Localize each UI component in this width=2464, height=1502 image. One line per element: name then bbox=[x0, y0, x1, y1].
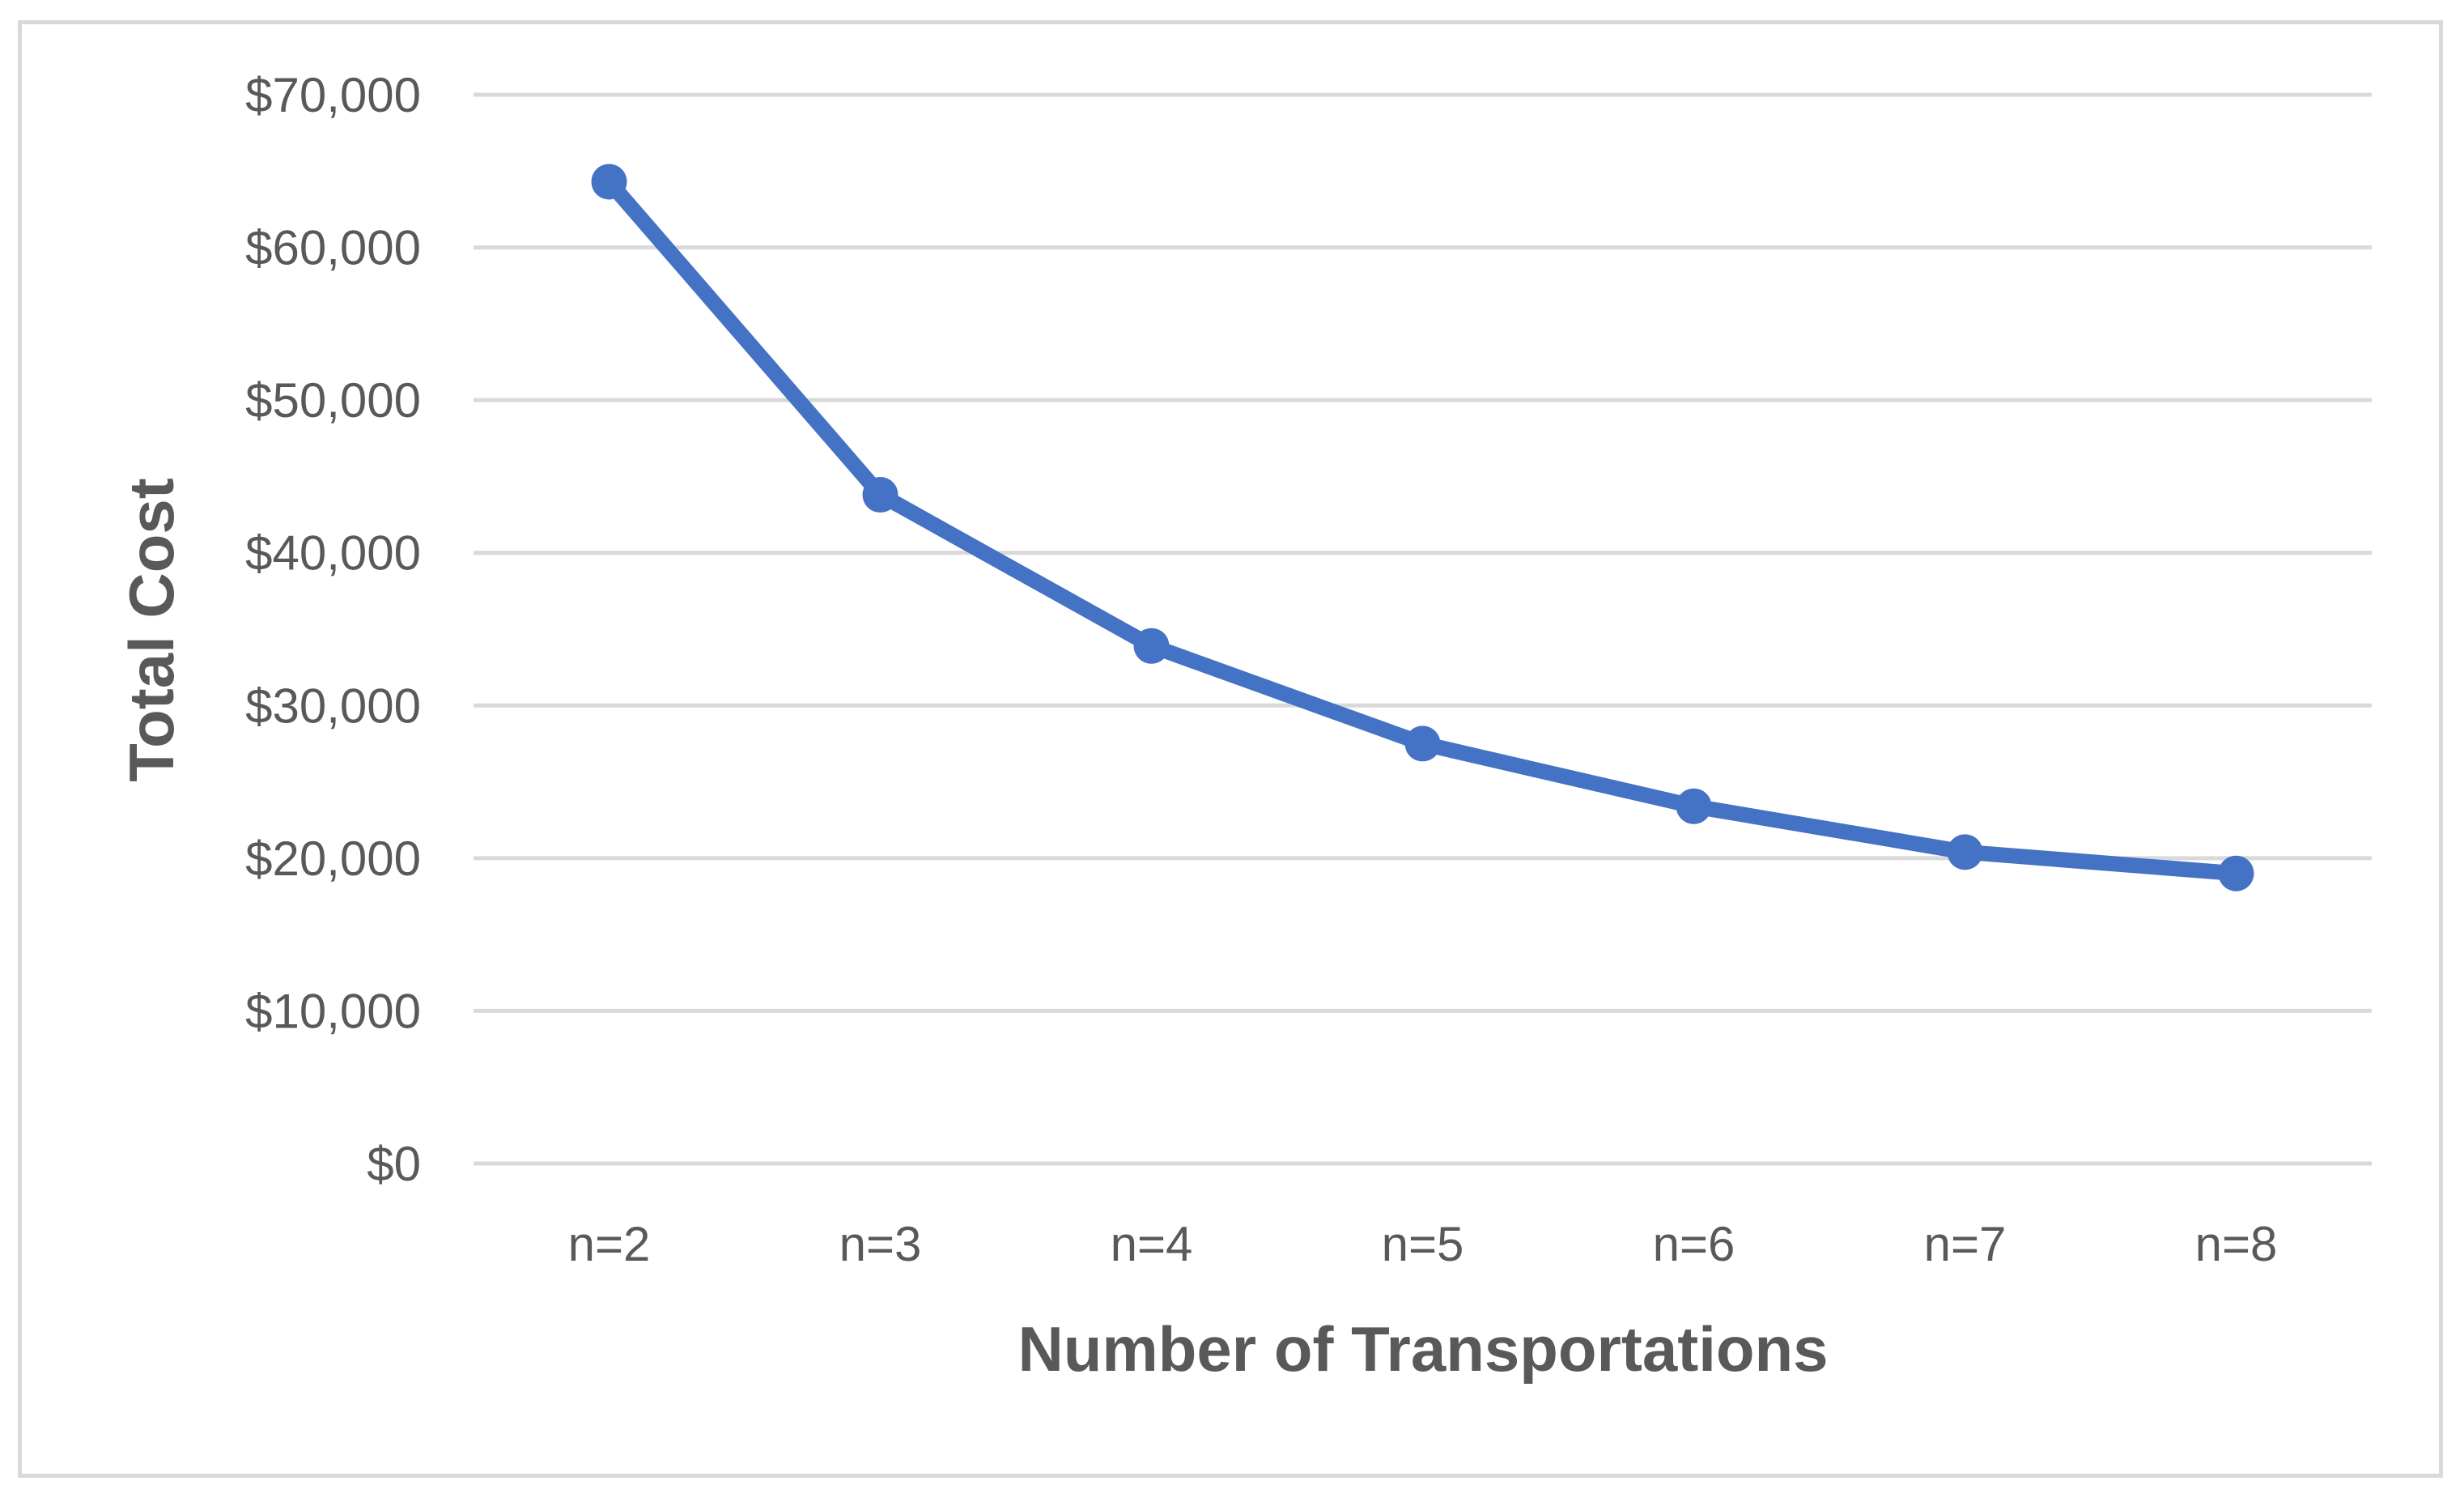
y-tick-label: $10,000 bbox=[245, 984, 421, 1038]
data-point bbox=[2218, 855, 2254, 891]
x-axis-title: Number of Transportations bbox=[1017, 1313, 1828, 1385]
chart-frame bbox=[18, 20, 2443, 1478]
series-layer bbox=[591, 164, 2254, 891]
series-line bbox=[601, 173, 2244, 882]
x-axis-ticks: n=2 n=3 n=4 n=5 n=6 n=7 n=8 bbox=[568, 1217, 2278, 1271]
gridlines bbox=[474, 92, 2372, 1166]
data-point bbox=[1676, 788, 1712, 824]
x-tick-label: n=6 bbox=[1653, 1217, 1735, 1271]
x-tick-label: n=3 bbox=[839, 1217, 922, 1271]
y-axis-title: Total Cost bbox=[116, 478, 187, 782]
data-point bbox=[1133, 628, 1170, 664]
data-point bbox=[591, 164, 627, 200]
y-tick-label: $30,000 bbox=[245, 679, 421, 733]
x-tick-label: n=5 bbox=[1382, 1217, 1464, 1271]
x-tick-label: n=4 bbox=[1111, 1217, 1193, 1271]
x-tick-label: n=2 bbox=[568, 1217, 651, 1271]
x-tick-label: n=8 bbox=[2195, 1217, 2278, 1271]
y-tick-label: $50,000 bbox=[245, 373, 421, 428]
data-point bbox=[1404, 725, 1441, 762]
y-axis-ticks: $0 $10,000 $20,000 $30,000 $40,000 $50,000 $60… bbox=[245, 68, 421, 1191]
y-tick-label: $70,000 bbox=[245, 68, 421, 122]
data-point bbox=[1947, 834, 1983, 870]
y-tick-label: $40,000 bbox=[245, 526, 421, 581]
x-tick-label: n=7 bbox=[1924, 1217, 2007, 1271]
y-tick-label: $20,000 bbox=[245, 832, 421, 886]
y-tick-label: $0 bbox=[367, 1137, 421, 1191]
y-tick-label: $60,000 bbox=[245, 221, 421, 275]
data-point bbox=[862, 477, 899, 513]
